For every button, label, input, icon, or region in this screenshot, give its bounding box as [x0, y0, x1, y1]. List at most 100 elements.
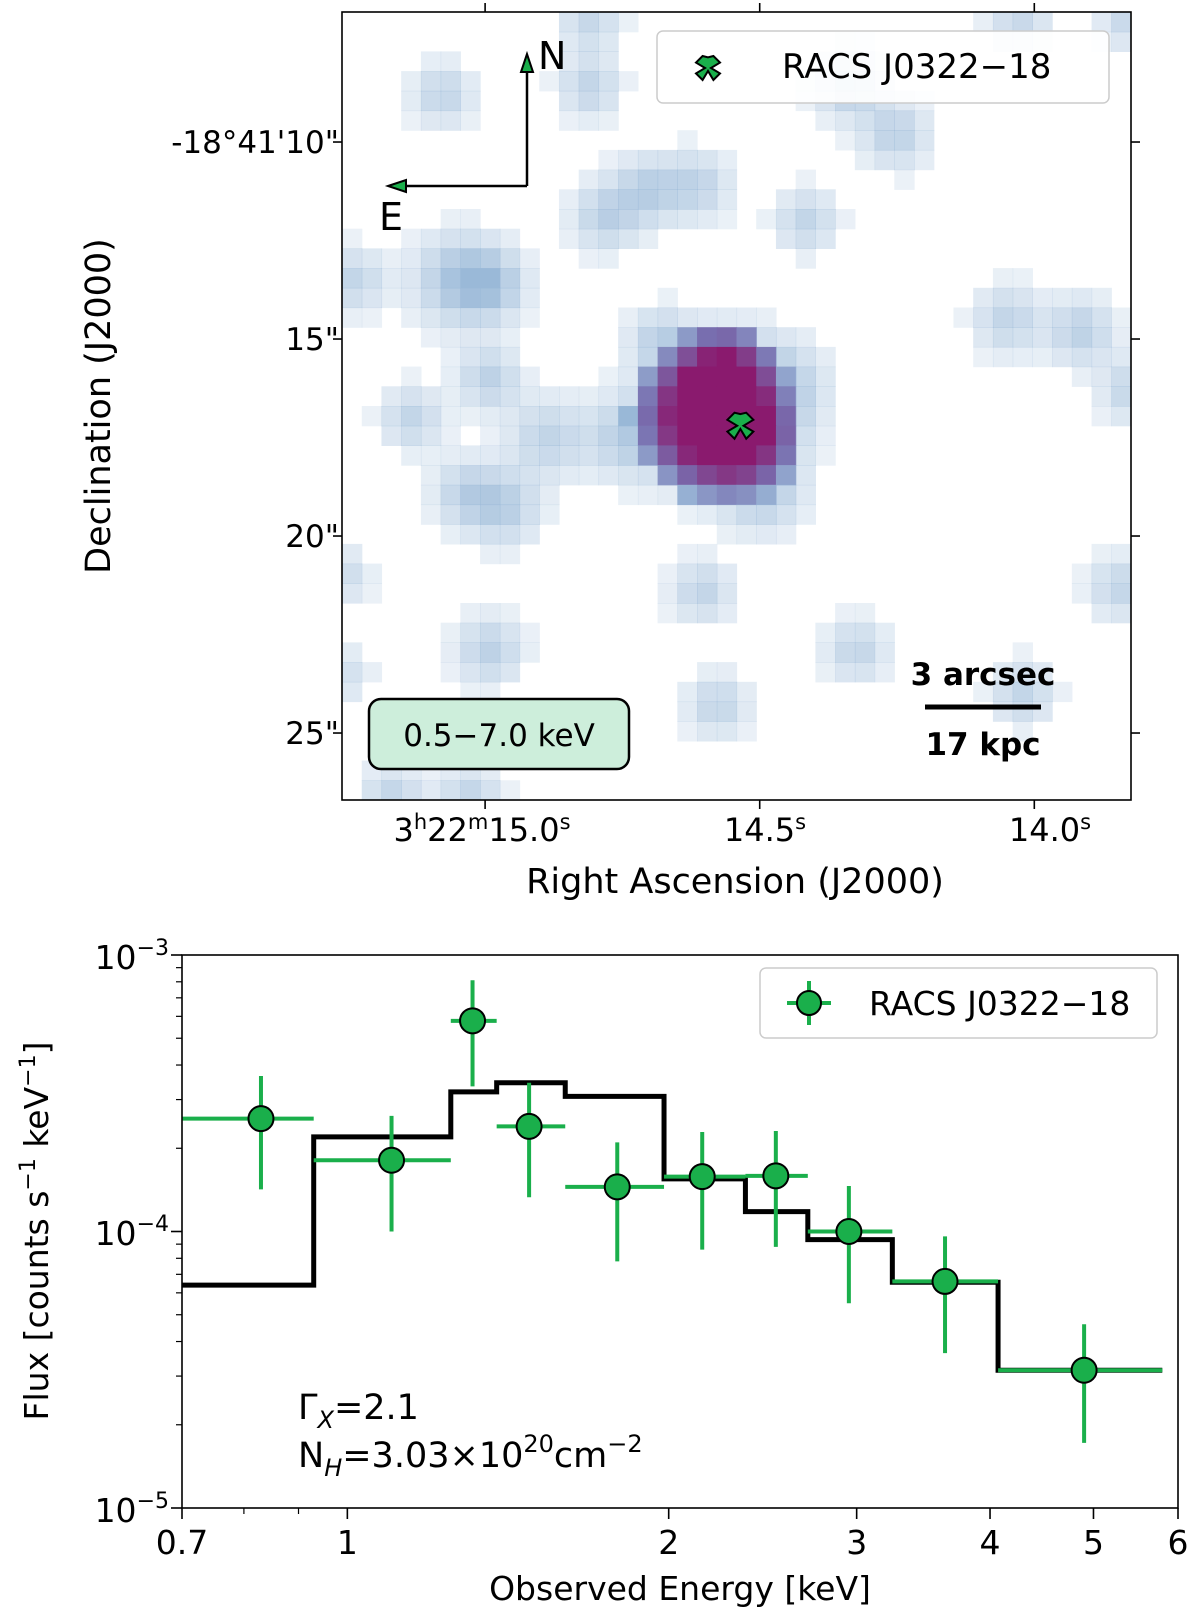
heatmap-pixel	[775, 346, 797, 368]
heatmap-pixel	[953, 307, 974, 328]
heatmap-pixel	[815, 642, 836, 663]
heatmap-pixel	[401, 406, 422, 427]
heatmap-pixel	[460, 366, 481, 387]
heatmap-pixel	[440, 228, 461, 249]
heatmap-pixel	[637, 327, 659, 348]
heatmap-pixel	[558, 31, 580, 52]
heatmap-pixel	[440, 346, 461, 368]
heatmap-pixel	[598, 406, 619, 427]
heatmap-pixel	[618, 484, 639, 506]
heatmap-pixel	[697, 209, 718, 230]
heatmap-pixel	[381, 425, 402, 446]
heatmap-pixel	[460, 228, 481, 249]
data-point-marker	[931, 1267, 959, 1295]
heatmap-pixel	[835, 110, 856, 131]
heatmap-pixel	[677, 583, 698, 604]
heatmap-pixel	[1111, 31, 1131, 52]
heatmap-pixel	[716, 681, 738, 703]
xtick-label-14s: 14.0s	[1009, 810, 1091, 849]
heatmap-pixel	[1012, 662, 1033, 683]
heatmap-pixel	[736, 701, 757, 722]
heatmap-pixel	[775, 445, 797, 466]
data-point-marker	[762, 1162, 790, 1190]
heatmap-pixel	[657, 425, 678, 446]
heatmap-pixel	[835, 209, 856, 230]
heatmap-pixel	[756, 465, 777, 486]
heatmap-pixel	[1111, 406, 1131, 427]
heatmap-pixel	[716, 209, 738, 230]
heatmap-pixel	[598, 12, 619, 33]
ytick-label-1e-3: 10−3	[95, 936, 169, 977]
heatmap-pixel	[420, 71, 442, 92]
heatmap-pixel	[480, 662, 501, 683]
heatmap-pixel	[795, 248, 816, 269]
heatmap-pixel	[499, 386, 521, 407]
heatmap-pixel	[677, 346, 698, 368]
heatmap-pixel	[1091, 583, 1112, 604]
heatmap-pixel	[775, 484, 797, 506]
heatmap-pixel	[361, 406, 383, 427]
heatmap-pixel	[657, 603, 678, 624]
heatmap-pixel	[973, 287, 994, 309]
heatmap-pixel	[401, 248, 422, 269]
heatmap-pixel	[914, 149, 935, 171]
heatmap-pixel	[1032, 287, 1053, 309]
data-points	[182, 980, 1163, 1443]
heatmap-pixel	[894, 169, 915, 190]
model-step-line	[182, 1080, 1163, 1373]
heatmap-pixel	[637, 366, 659, 387]
heatmap-pixel	[480, 484, 501, 506]
ytick-label-20: 20"	[285, 519, 339, 555]
heatmap-pixel	[460, 504, 481, 525]
heatmap-pixel	[657, 169, 678, 190]
heatmap-pixel	[716, 701, 738, 722]
heatmap-pixel	[1111, 583, 1131, 604]
heatmap-pixel	[1071, 287, 1093, 309]
heatmap-pixel	[775, 228, 797, 249]
heatmap-pixel	[598, 51, 619, 72]
data-point	[182, 1076, 314, 1190]
heatmap-pixel	[420, 287, 442, 309]
heatmap-pixel	[598, 465, 619, 486]
heatmap-pixel	[539, 425, 560, 446]
heatmap-pixel	[342, 543, 363, 565]
heatmap-pixel	[677, 603, 698, 624]
heatmap-pixel	[342, 287, 363, 309]
heatmap-pixel	[637, 169, 659, 190]
heatmap-pixel	[854, 622, 876, 643]
heatmap-pixel	[499, 780, 521, 800]
heatmap-pixel	[499, 603, 521, 624]
heatmap-pixel	[480, 524, 501, 545]
data-point-marker	[247, 1105, 275, 1133]
heatmap-pixel	[1071, 346, 1093, 368]
heatmap-pixel	[480, 681, 501, 703]
xtick-label-14-5s: 14.5s	[724, 810, 806, 849]
heatmap-pixel	[480, 622, 501, 643]
heatmap-pixel	[618, 307, 639, 328]
heatmap-pixel	[657, 209, 678, 230]
heatmap-pixel	[1052, 327, 1073, 348]
heatmap-pixel	[598, 149, 619, 171]
heatmap-pixel	[558, 445, 580, 466]
heatmap-pixel	[1032, 662, 1053, 683]
heatmap-pixel	[756, 406, 777, 427]
heatmap-pixel	[736, 681, 757, 703]
heatmap-pixel	[795, 504, 816, 525]
heatmap-pixel	[1111, 12, 1131, 33]
heatmap-pixel	[598, 71, 619, 92]
heatmap-pixel	[440, 524, 461, 545]
heatmap-pixel	[637, 149, 659, 171]
heatmap-pixel	[499, 268, 521, 289]
spectrum-axis-ticks	[171, 954, 1179, 1519]
heatmap-pixel	[637, 484, 659, 506]
heatmap-pixel	[558, 90, 580, 112]
heatmap-pixel	[716, 603, 738, 624]
heatmap-pixel	[401, 366, 422, 387]
heatmap-pixel	[519, 268, 540, 289]
heatmap-pixel	[578, 51, 600, 72]
heatmap-pixels	[342, 12, 1131, 800]
heatmap-pixel	[420, 248, 442, 269]
heatmap-pixel	[815, 406, 836, 427]
spectrum-panel: 10−3 10−4 10−5 0.7 1 2 3 4 5 6 Observed …	[16, 936, 1189, 1608]
heatmap-pixel	[480, 268, 501, 289]
